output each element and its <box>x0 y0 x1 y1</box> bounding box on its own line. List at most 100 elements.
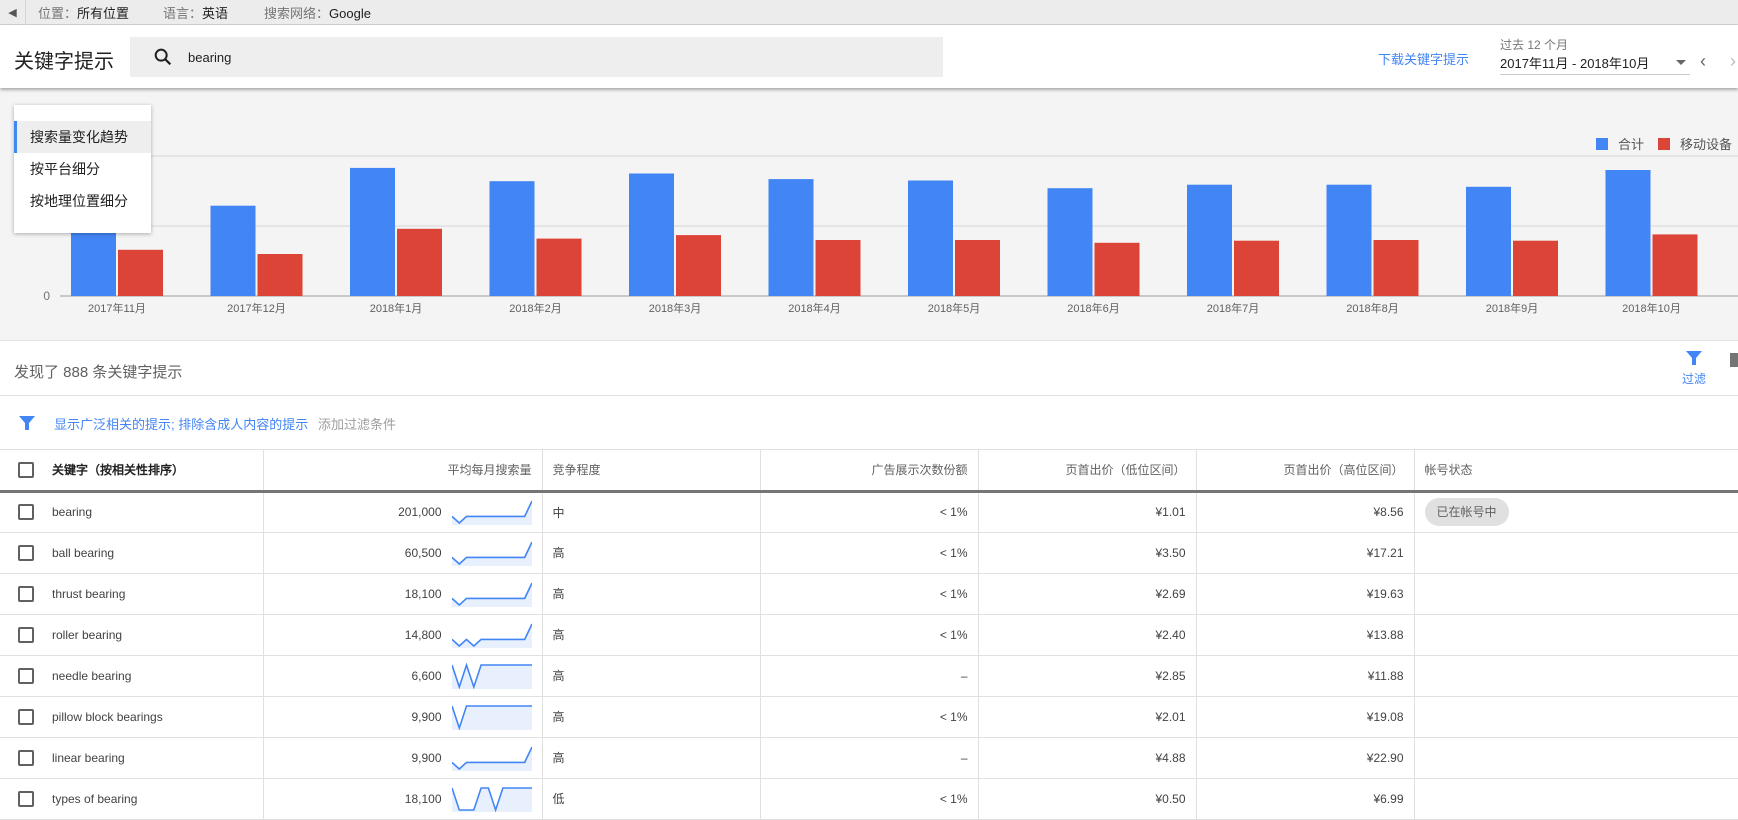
header-account-status[interactable]: 帐号状态 <box>1414 450 1738 493</box>
trend-sparkline <box>451 746 532 771</box>
table-row: needle bearing 6,600 高 – ¥2.85 ¥11.88 <box>0 655 1738 697</box>
bar-mobile <box>118 249 163 296</box>
previous-period-icon[interactable]: ‹ <box>1700 51 1706 71</box>
columns-icon[interactable] <box>1730 353 1738 367</box>
avg-monthly-searches: 9,900 <box>411 750 442 765</box>
results-count: 发现了 888 条关键字提示 <box>14 364 183 381</box>
header-impression-share[interactable]: 广告展示次数份额 <box>760 450 979 493</box>
network-setting[interactable]: 搜索网络：Google <box>264 6 371 21</box>
sparkline-line <box>451 746 532 770</box>
back-arrow-icon[interactable]: ◀ <box>0 0 26 25</box>
sparkline-area <box>451 623 532 648</box>
bar-total <box>1466 186 1511 296</box>
competition-cell: 高 <box>542 614 761 656</box>
menu-item-by-platform[interactable]: 按平台细分 <box>30 161 100 177</box>
row-checkbox[interactable] <box>18 667 34 684</box>
menu-item-by-location[interactable]: 按地理位置细分 <box>30 193 128 209</box>
page-header: 关键字提示 bearing 下载关键字提示 过去 12 个月 2017年11月 … <box>0 25 1738 88</box>
bar-mobile <box>1094 242 1140 296</box>
next-period-icon[interactable]: › <box>1730 51 1736 71</box>
trend-sparkline <box>451 786 532 812</box>
header-bid-low[interactable]: 页首出价（低位区间） <box>978 450 1197 493</box>
avg-monthly-searches: 18,100 <box>404 791 442 806</box>
x-tick-label: 2018年7月 <box>1207 301 1260 315</box>
filter-row: 显示广泛相关的提示; 排除含成人内容的提示 添加过滤条件 <box>0 396 1738 450</box>
competition-cell: 低 <box>542 778 761 820</box>
row-checkbox[interactable] <box>18 544 34 561</box>
results-bar: 发现了 888 条关键字提示 过滤 <box>0 340 1738 396</box>
impression-share-cell: < 1% <box>760 696 979 738</box>
legend-swatch-mobile <box>1657 137 1670 150</box>
row-checkbox[interactable] <box>18 749 34 766</box>
bar-mobile <box>1513 240 1558 296</box>
bid-high-cell: ¥19.08 <box>1196 696 1415 738</box>
download-keywords-link[interactable]: 下载关键字提示 <box>1378 52 1470 67</box>
keyword-table: 关键字（按相关性排序） 平均每月搜索量 竞争程度 广告展示次数份额 页首出价（低… <box>0 450 1738 820</box>
active-filters-link[interactable]: 显示广泛相关的提示; 排除含成人内容的提示 <box>54 417 309 432</box>
filter-button[interactable]: 过滤 <box>1674 349 1714 387</box>
row-checkbox[interactable] <box>18 626 34 643</box>
row-checkbox[interactable] <box>18 585 34 602</box>
sparkline-area <box>451 582 532 607</box>
impression-share-cell: < 1% <box>760 573 979 615</box>
row-checkbox[interactable] <box>18 504 34 520</box>
bar-mobile <box>1652 234 1698 296</box>
keyword-cell: thrust bearing <box>42 573 264 615</box>
header-avg-monthly-searches[interactable]: 平均每月搜索量 <box>263 450 543 493</box>
chart-legend: 合计 移动设备 <box>1595 134 1738 153</box>
location-setting[interactable]: 位置：所有位置 <box>38 6 130 21</box>
date-range-caption: 过去 12 个月 <box>1500 38 1569 52</box>
x-tick-label: 2018年5月 <box>928 301 981 315</box>
bar-total <box>908 180 953 296</box>
competition-cell: 高 <box>542 737 761 779</box>
table-row: thrust bearing 18,100 高 < 1% ¥2.69 ¥19.63 <box>0 573 1738 615</box>
bid-low-cell: ¥2.01 <box>978 696 1197 738</box>
sparkline-line <box>451 500 532 525</box>
trend-sparkline <box>451 500 532 525</box>
row-checkbox[interactable] <box>18 708 34 725</box>
table-row: types of bearing 18,100 低 < 1% ¥0.50 ¥6.99 <box>0 778 1738 820</box>
bar-total <box>1605 170 1651 296</box>
sparkline-area <box>451 541 532 566</box>
header-bid-high[interactable]: 页首出价（高位区间） <box>1196 450 1415 493</box>
bar-total <box>629 173 674 296</box>
language-setting[interactable]: 语言：英语 <box>163 6 229 21</box>
x-tick-label: 2018年8月 <box>1346 301 1399 315</box>
bid-high-cell: ¥13.88 <box>1196 614 1415 656</box>
competition-cell: 高 <box>542 655 761 697</box>
competition-cell: 高 <box>542 696 761 738</box>
bid-low-cell: ¥3.50 <box>978 532 1197 574</box>
menu-item-search-trend[interactable]: 搜索量变化趋势 <box>14 121 151 153</box>
select-all-checkbox[interactable] <box>18 461 34 478</box>
impression-share-cell: – <box>760 737 979 779</box>
impression-share-cell: < 1% <box>760 614 979 656</box>
bar-total <box>489 181 535 296</box>
bid-high-cell: ¥11.88 <box>1196 655 1415 697</box>
row-checkbox[interactable] <box>18 790 34 807</box>
avg-monthly-searches: 9,900 <box>411 709 442 724</box>
bar-total <box>1187 184 1232 296</box>
bid-high-cell: ¥22.90 <box>1196 737 1415 779</box>
top-settings-bar: ◀ 位置：所有位置 语言：英语 搜索网络：Google <box>0 0 1738 25</box>
bid-low-cell: ¥2.85 <box>978 655 1197 697</box>
bid-high-cell: ¥8.56 <box>1196 491 1415 533</box>
keyword-cell: bearing <box>42 491 264 533</box>
date-range-select[interactable]: 2017年11月 - 2018年10月 <box>1500 53 1690 75</box>
legend-swatch-total <box>1595 137 1608 150</box>
dropdown-caret-icon <box>1676 60 1686 65</box>
header-keyword[interactable]: 关键字（按相关性排序） <box>42 450 264 493</box>
header-competition[interactable]: 竞争程度 <box>542 450 761 493</box>
trend-sparkline <box>451 623 532 648</box>
search-input[interactable]: bearing <box>130 37 943 77</box>
search-icon <box>154 48 172 66</box>
trend-sparkline <box>451 704 532 730</box>
chart-area: 搜索量变化趋势 按平台细分 按地理位置细分 合计 移动设备 0 2017年11月 2… <box>0 88 1738 340</box>
bid-high-cell: ¥17.21 <box>1196 532 1415 574</box>
bar-total <box>1326 184 1372 296</box>
sparkline-line <box>451 662 532 689</box>
add-filter-link[interactable]: 添加过滤条件 <box>318 417 397 432</box>
bar-total <box>210 205 256 296</box>
trend-sparkline <box>451 541 532 566</box>
sparkline-area <box>451 746 532 771</box>
x-tick-label: 2018年6月 <box>1067 301 1120 315</box>
